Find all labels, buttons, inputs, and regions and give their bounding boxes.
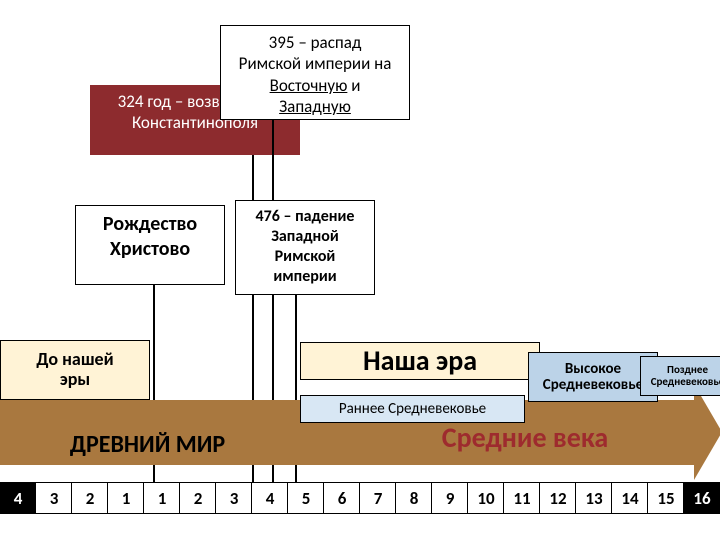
- band-ancient: ДРЕВНИЙ МИР: [0, 425, 295, 465]
- timeline-cell: 16: [684, 483, 720, 513]
- timeline-cell: 9: [432, 483, 468, 513]
- timeline-cell: 2: [180, 483, 216, 513]
- era-ad: Наша эра: [300, 342, 540, 380]
- timeline-cell: 4: [0, 483, 36, 513]
- era-high-label: ВысокоеСредневековье: [543, 361, 643, 394]
- callout-395-t4: Западную: [279, 96, 351, 117]
- timeline-cell: 3: [216, 483, 252, 513]
- timeline-cell: 1: [144, 483, 180, 513]
- callout-395-t2: Восточную: [270, 75, 348, 96]
- timeline-cell: 7: [360, 483, 396, 513]
- timeline-cell: 15: [648, 483, 684, 513]
- c476-text: 476 – падениеЗападнойРимскойимперии: [256, 207, 355, 286]
- timeline-cell: 8: [396, 483, 432, 513]
- timeline-cell: 4: [252, 483, 288, 513]
- timeline-cell: 13: [576, 483, 612, 513]
- era-early-label: Раннее Средневековье: [339, 401, 486, 418]
- callout-395-t1: 395 – распадРимской империи на: [239, 32, 392, 74]
- timeline-cell: 14: [612, 483, 648, 513]
- timeline-cell: 5: [288, 483, 324, 513]
- era-ad-label: Наша эра: [363, 346, 477, 377]
- era-bc-label: До нашейэры: [36, 350, 113, 390]
- timeline-cell: 11: [504, 483, 540, 513]
- band-ancient-label: ДРЕВНИЙ МИР: [70, 432, 225, 458]
- era-late-ma: ПозднееСредневековье: [640, 356, 720, 396]
- timeline-cell: 10: [468, 483, 504, 513]
- callout-395: 395 – распадРимской империи на Восточную…: [220, 25, 410, 120]
- nativity-text: РождествоХристово: [103, 212, 197, 261]
- era-high-ma: ВысокоеСредневековье: [528, 352, 658, 402]
- timeline-cell: 12: [540, 483, 576, 513]
- timeline-cell: 1: [108, 483, 144, 513]
- era-late-label: ПозднееСредневековье: [651, 364, 720, 388]
- timeline: 432112345678910111213141516: [0, 483, 720, 513]
- callout-476: 476 – падениеЗападнойРимскойимперии: [235, 200, 375, 295]
- callout-395-t3: и: [351, 75, 360, 96]
- timeline-cell: 6: [324, 483, 360, 513]
- era-bc: До нашейэры: [0, 340, 150, 400]
- callout-nativity: РождествоХристово: [75, 205, 225, 285]
- timeline-cell: 2: [72, 483, 108, 513]
- band-middle: Средние века: [330, 418, 720, 458]
- band-middle-label: Средние века: [442, 423, 608, 454]
- timeline-cell: 3: [36, 483, 72, 513]
